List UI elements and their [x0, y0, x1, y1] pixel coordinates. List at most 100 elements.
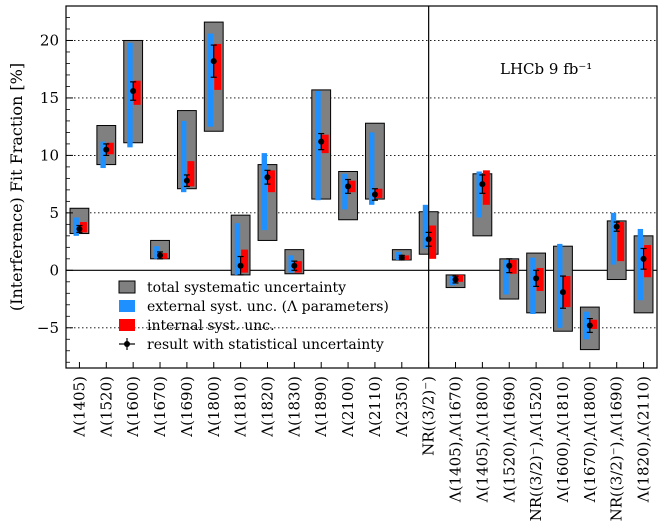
internal-syst-bar	[536, 268, 544, 292]
result-marker	[533, 275, 540, 282]
internal-syst-bar	[590, 319, 598, 329]
internal-syst-bar	[79, 222, 87, 233]
x-tick-label: NR((3/2)⁻),Λ(1520)	[527, 376, 545, 521]
x-tick-label: Λ(2100)	[339, 376, 357, 438]
internal-syst-bar	[241, 249, 249, 273]
x-tick-label: Λ(2350)	[393, 376, 411, 438]
result-marker	[264, 174, 271, 181]
internal-syst-bar	[348, 180, 356, 193]
x-tick-label: Λ(1520),Λ(1690)	[500, 376, 518, 503]
external-syst-bar	[449, 276, 456, 286]
internal-syst-bar	[375, 188, 383, 198]
result-marker	[479, 181, 486, 188]
internal-syst-bar	[617, 222, 625, 262]
internal-syst-bar	[133, 80, 141, 105]
result-marker	[559, 289, 566, 296]
internal-syst-bar	[563, 276, 571, 308]
plot-frame	[65, 5, 658, 369]
x-tick-label: Λ(1890)	[312, 376, 330, 438]
x-tick-label: Λ(1670)	[151, 376, 169, 438]
external-syst-bar	[127, 42, 133, 148]
legend-swatch-total	[118, 280, 136, 294]
result-marker	[345, 183, 352, 190]
result-marker	[130, 88, 137, 95]
legend-label-total: total systematic uncertainty	[147, 280, 346, 296]
legend-swatch-marker	[124, 341, 130, 347]
legend-swatch-external	[119, 300, 135, 312]
x-tick-label: Λ(1690)	[178, 376, 196, 438]
external-syst-bar	[610, 212, 617, 265]
y-tick-label: 15	[40, 89, 59, 107]
external-syst-bar	[395, 251, 402, 260]
y-tick-label: 20	[40, 31, 59, 49]
legend: total systematic uncertainty external sys…	[118, 280, 389, 353]
x-tick-label: Λ(1520)	[97, 376, 115, 438]
external-syst-bar	[181, 120, 187, 193]
x-tick-label: Λ(1600),Λ(1810)	[554, 376, 572, 503]
external-syst-bar	[637, 228, 644, 301]
x-tick-label: NR((3/2)⁻)	[420, 376, 438, 456]
external-syst-bar	[73, 217, 79, 236]
result-marker	[291, 262, 298, 269]
result-marker	[318, 138, 325, 145]
internal-syst-bar	[294, 261, 302, 273]
external-syst-bar	[503, 259, 509, 295]
x-tick-label: Λ(1800)	[205, 376, 223, 438]
x-tick-label: Λ(1820)	[258, 376, 276, 438]
internal-syst-bar	[644, 245, 652, 278]
external-syst-bar	[261, 153, 267, 231]
result-marker	[506, 262, 513, 269]
external-syst-bar	[583, 311, 590, 340]
result-marker	[452, 276, 459, 283]
external-syst-bar	[557, 243, 563, 328]
y-tick-label: 0	[49, 261, 59, 279]
internal-syst-bar	[402, 255, 410, 260]
experiment-label: LHCb 9 fb⁻¹	[500, 60, 592, 78]
y-tick-label: 10	[40, 146, 59, 164]
internal-syst-bar	[429, 225, 437, 259]
x-tick-label: Λ(1820),Λ(2110)	[635, 376, 653, 503]
result-marker	[103, 146, 110, 153]
legend-label-internal: internal syst. unc.	[147, 318, 275, 334]
external-syst-bar	[288, 255, 294, 273]
total-syst-box	[365, 122, 385, 200]
external-syst-bar	[342, 173, 348, 210]
x-tick-label: Λ(2110)	[366, 376, 384, 438]
internal-syst-bar	[482, 170, 490, 205]
x-tick-label: Λ(1405),Λ(1670)	[447, 376, 465, 503]
result-marker	[613, 223, 620, 230]
x-tick-label: Λ(1670),Λ(1800)	[581, 376, 599, 503]
x-tick-label: Λ(1810)	[232, 376, 250, 438]
x-tick-label: Λ(1405)	[70, 376, 88, 438]
external-syst-bar	[530, 257, 536, 314]
x-tick-label: Λ(1405),Λ(1800)	[473, 376, 491, 503]
y-tick-label: −5	[37, 319, 59, 337]
external-syst-bar	[234, 223, 241, 275]
x-tick-label: NR((3/2)⁻),Λ(1690)	[608, 376, 626, 521]
result-marker	[237, 262, 244, 269]
x-tick-label: Λ(1830)	[285, 376, 303, 438]
legend-swatch-internal	[119, 319, 135, 331]
external-syst-bar	[154, 246, 160, 259]
internal-syst-bar	[187, 161, 195, 187]
internal-syst-bar	[456, 274, 464, 282]
legend-label-external: external syst. unc. (Λ parameters)	[147, 299, 389, 315]
result-marker	[398, 254, 405, 261]
x-axis: Λ(1405) Λ(1520) Λ(1600) Λ(1670) Λ(1690) Λ(180…	[70, 362, 653, 521]
external-syst-bar	[476, 171, 482, 218]
result-marker	[76, 225, 83, 232]
internal-syst-bar	[214, 43, 222, 90]
result-marker	[183, 177, 190, 184]
result-marker	[586, 322, 593, 329]
internal-syst-bar	[106, 142, 114, 155]
y-axis-label: (Interference) Fit Fraction [%]	[7, 63, 26, 311]
external-syst-bar	[100, 141, 106, 169]
external-syst-bar	[315, 91, 321, 201]
external-syst-bar	[422, 204, 429, 249]
legend-label-stat: result with statistical uncertainty	[147, 337, 384, 353]
x-tick-label: Λ(1600)	[124, 376, 142, 438]
internal-syst-bar	[160, 253, 168, 259]
total-syst-box	[338, 170, 358, 221]
internal-syst-bar	[267, 170, 275, 193]
